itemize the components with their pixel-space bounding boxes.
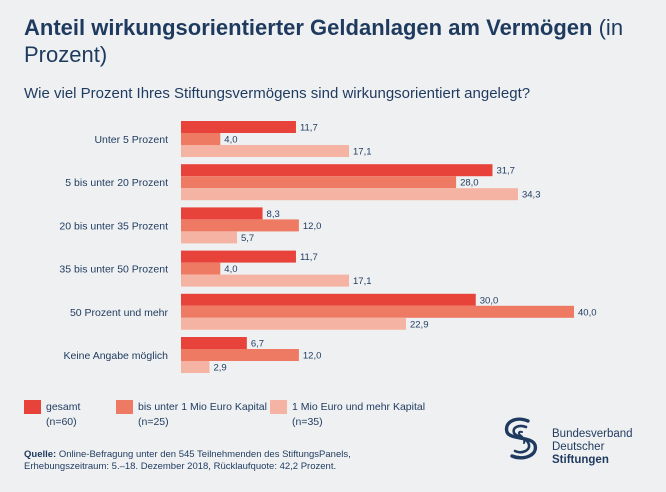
- logo-text-line-1: Bundesverband: [552, 428, 633, 440]
- bar-value-label: 11,7: [300, 123, 318, 134]
- legend-swatch: [116, 400, 133, 414]
- bar-value-label: 31,7: [496, 166, 515, 177]
- category-label: Keine Angabe möglich: [64, 350, 169, 362]
- legend-count: (n=25): [138, 416, 169, 428]
- chart-title: Anteil wirkungsorientierter Geldanlagen …: [24, 14, 644, 68]
- bar: [181, 337, 247, 349]
- bar: [181, 176, 457, 189]
- legend-count: (n=60): [46, 416, 77, 428]
- legend-swatch: [270, 400, 287, 414]
- bar: [181, 188, 518, 201]
- bar: [181, 231, 238, 244]
- category-label: Unter 5 Prozent: [94, 134, 168, 146]
- bar-value-label: 6,7: [251, 339, 264, 350]
- bar-value-label: 28,0: [460, 178, 479, 189]
- bar-value-label: 4,0: [224, 264, 237, 275]
- category-label: 20 bis unter 35 Prozent: [59, 220, 168, 232]
- bar-value-label: 2,9: [213, 363, 226, 374]
- logo-text: Bundesverband Deutscher Stiftungen: [552, 428, 633, 467]
- bar-value-label: 17,1: [353, 147, 372, 158]
- source-label: Quelle:: [24, 449, 57, 460]
- bar: [181, 133, 221, 145]
- bar: [181, 361, 210, 373]
- category-label: 5 bis unter 20 Prozent: [65, 177, 168, 189]
- bar: [181, 219, 299, 232]
- bar: [181, 317, 406, 330]
- source-line-1: Online-Befragung unter den 545 Teilnehme…: [58, 449, 351, 460]
- bar: [181, 274, 350, 287]
- bar: [181, 164, 493, 177]
- category-label: 50 Prozent und mehr: [70, 307, 169, 319]
- category-label: 35 bis unter 50 Prozent: [59, 264, 168, 276]
- legend: gesamt (n=60) bis unter 1 Mio Euro Kapit…: [24, 400, 464, 436]
- bar-value-label: 22,9: [410, 319, 429, 330]
- publisher-logo: Bundesverband Deutscher Stiftungen: [498, 412, 658, 472]
- bar: [181, 349, 299, 361]
- bar: [181, 262, 221, 275]
- bar-value-label: 40,0: [578, 307, 597, 318]
- legend-swatch: [24, 400, 41, 414]
- bar: [181, 293, 476, 306]
- bar-value-label: 4,0: [224, 135, 237, 146]
- legend-count: (n=35): [292, 416, 323, 428]
- chart-subtitle: Wie viel Prozent Ihres Stiftungsvermögen…: [24, 85, 531, 102]
- bar-chart: Unter 5 Prozent 11,7 4,0 17,1 5 bis unter 20…: [59, 121, 597, 374]
- bundesverband-s-logo-icon: [504, 417, 538, 460]
- bar-value-label: 12,0: [303, 221, 322, 232]
- legend-label: 1 Mio Euro und mehr Kapital: [292, 401, 426, 413]
- bar-value-label: 8,3: [267, 209, 280, 220]
- bar: [181, 207, 263, 220]
- legend-label: bis unter 1 Mio Euro Kapital: [138, 401, 267, 413]
- bar-value-label: 12,0: [303, 351, 322, 362]
- source-line-2: Erhebungszeitraum: 5.–18. Dezember 2018,…: [24, 461, 337, 472]
- source-note: Quelle: Online-Befragung unter den 545 T…: [24, 449, 444, 473]
- logo-text-line-2: Deutscher: [552, 441, 605, 453]
- bar: [181, 121, 296, 133]
- bar-value-label: 17,1: [353, 276, 372, 287]
- legend-label: gesamt: [46, 401, 81, 413]
- bar: [181, 305, 574, 318]
- bar-value-label: 11,7: [300, 252, 318, 263]
- chart-title-main: Anteil wirkungsorientierter Geldanlagen …: [24, 15, 593, 40]
- bar: [181, 250, 296, 263]
- bar-value-label: 5,7: [241, 233, 254, 244]
- logo-text-line-3: Stiftungen: [552, 454, 609, 466]
- chart-title-unit: (in Prozent): [24, 15, 624, 67]
- bar-value-label: 30,0: [480, 295, 499, 306]
- bar-value-label: 34,3: [522, 190, 541, 201]
- bar: [181, 145, 350, 157]
